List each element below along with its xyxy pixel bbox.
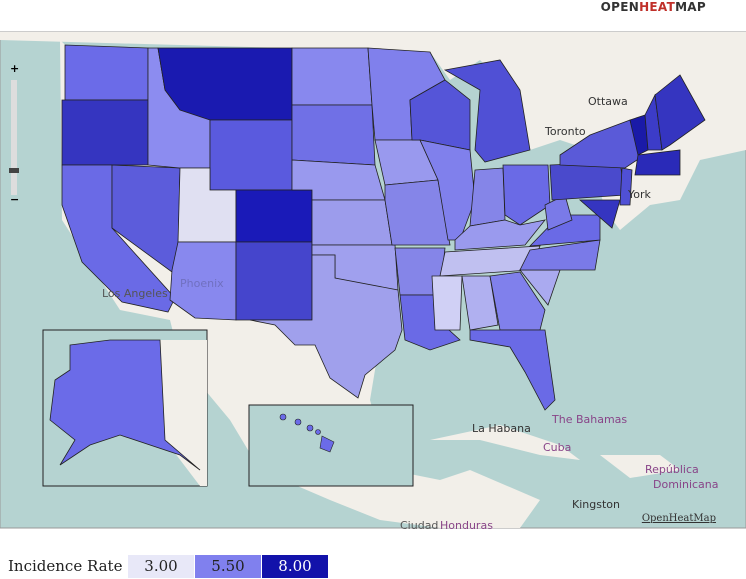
state[interactable] [235, 189, 313, 243]
legend-item: 5.50 [195, 555, 261, 578]
state[interactable] [654, 74, 706, 151]
legend-title: Incidence Rate [8, 557, 123, 575]
map-label: Cuba [543, 441, 572, 454]
map-label: Phoenix [180, 277, 224, 290]
brand: OPENHEATMAP [601, 0, 706, 14]
map[interactable] [0, 30, 746, 530]
state[interactable] [578, 199, 621, 229]
brand-part: MAP [675, 0, 706, 14]
state[interactable] [249, 254, 403, 399]
state[interactable] [431, 275, 463, 331]
state[interactable] [64, 44, 149, 101]
legend: Incidence Rate 3.00 5.50 8.00 [0, 553, 746, 579]
map-label: York [628, 188, 651, 201]
map-label: Honduras [440, 519, 493, 532]
brand-part: HEAT [639, 0, 676, 14]
state[interactable] [49, 339, 201, 471]
state[interactable] [634, 149, 681, 176]
alaska-inset [42, 329, 208, 487]
hawaii-inset [248, 404, 414, 487]
zoom-control[interactable] [9, 80, 19, 195]
state[interactable] [502, 164, 551, 226]
state[interactable] [384, 179, 451, 246]
state[interactable] [311, 199, 393, 246]
cuba [430, 425, 580, 460]
zoom-in[interactable]: + [10, 62, 20, 75]
map-label: The Bahamas [552, 413, 628, 426]
state[interactable] [443, 59, 531, 163]
canada [0, 32, 746, 230]
state[interactable] [454, 219, 546, 251]
map-label: Toronto [545, 125, 586, 138]
state[interactable] [319, 435, 335, 453]
map-label: La Habana [472, 422, 531, 435]
hispaniola [600, 455, 680, 478]
state[interactable] [291, 104, 376, 166]
state[interactable] [519, 239, 601, 271]
map-label: República [645, 463, 699, 476]
map-label: Dominicana [653, 478, 719, 491]
zoom-out[interactable]: − [10, 193, 20, 206]
state[interactable] [235, 241, 313, 321]
brand-part: OPEN [600, 0, 640, 14]
state[interactable] [61, 99, 149, 166]
states [61, 44, 706, 411]
map-label: Ottawa [588, 95, 628, 108]
map-label: Los Angeles [102, 287, 168, 300]
legend-item: 8.00 [262, 555, 328, 578]
state[interactable] [209, 119, 293, 191]
state[interactable] [469, 329, 556, 411]
state[interactable] [461, 275, 499, 331]
map-label: Ciudad [400, 519, 439, 532]
state[interactable] [489, 271, 546, 331]
state[interactable] [619, 167, 633, 206]
legend-item: 3.00 [128, 555, 194, 578]
attribution[interactable]: OpenHeatMap [641, 513, 716, 524]
state[interactable] [469, 167, 506, 227]
map-label: Kingston [572, 498, 620, 511]
state[interactable] [291, 47, 373, 106]
